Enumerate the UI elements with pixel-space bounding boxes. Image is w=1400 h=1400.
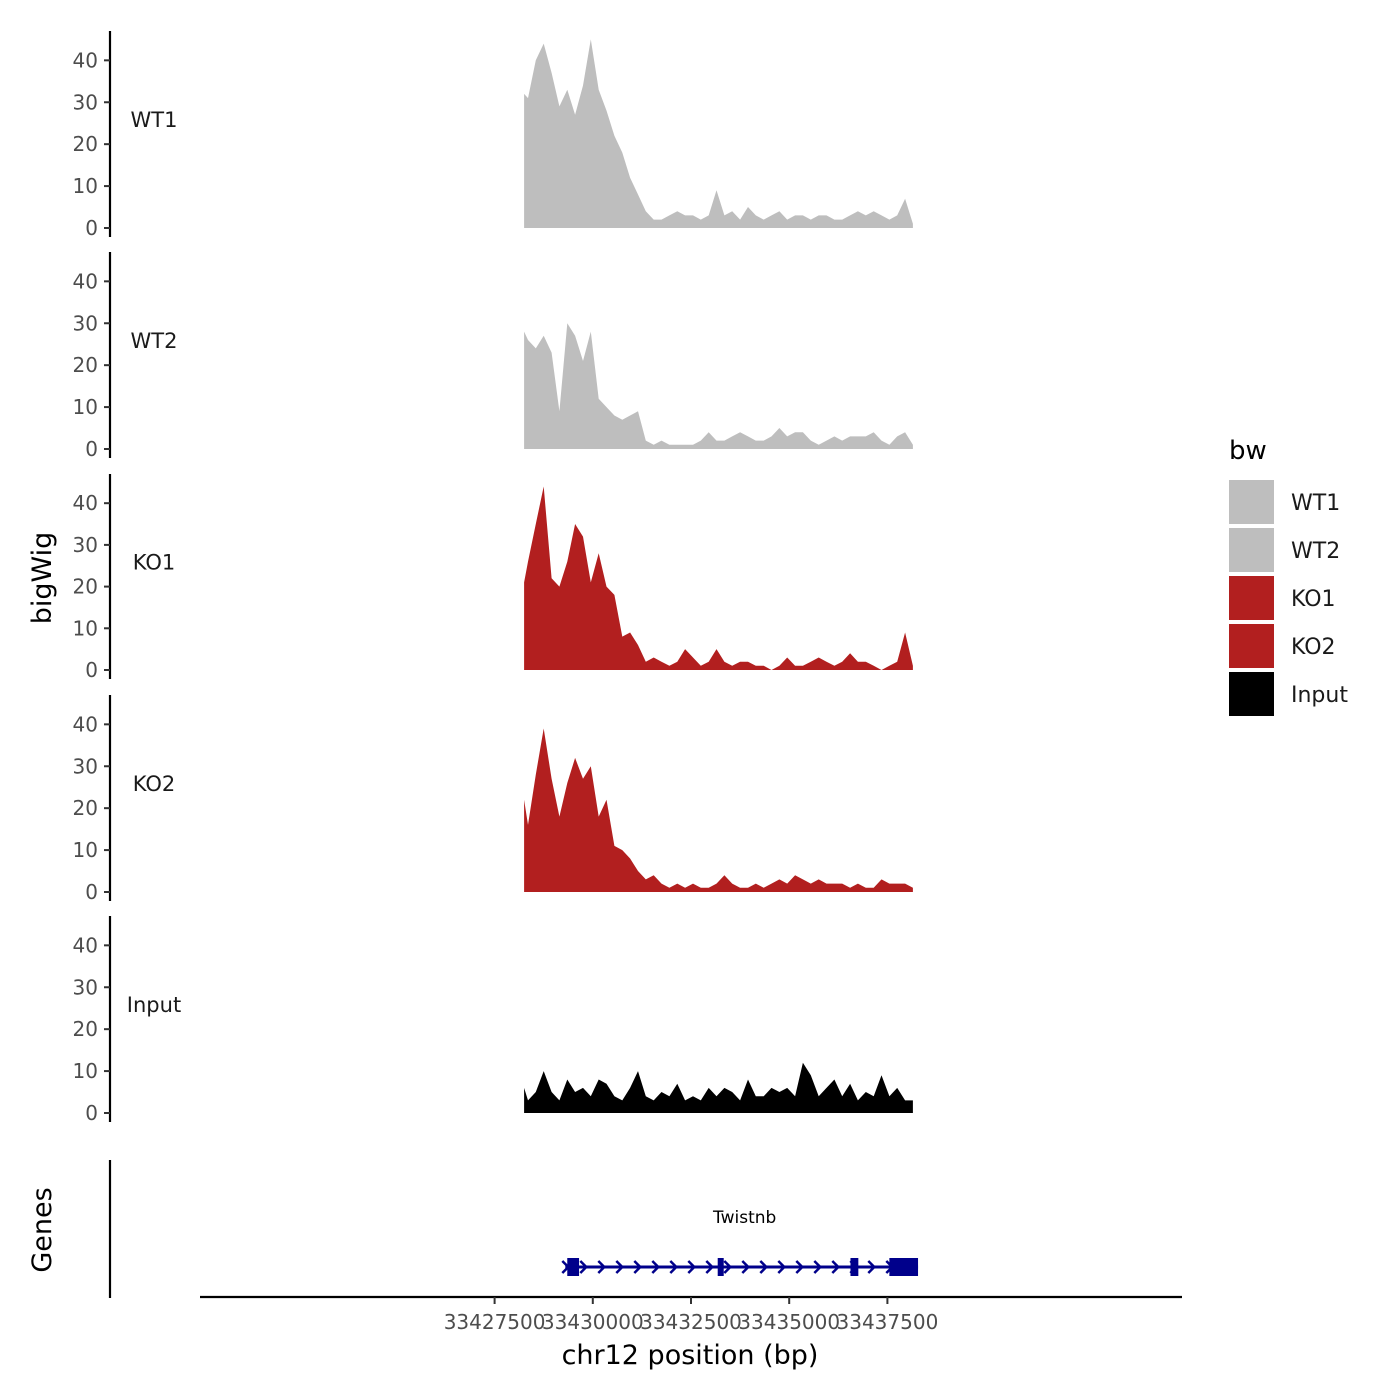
track-label-ko2: KO2 [133, 772, 176, 796]
y-tick-label: 40 [73, 48, 98, 72]
legend-swatch [1229, 672, 1274, 716]
x-axis-title: chr12 position (bp) [562, 1340, 819, 1371]
legend-item-ko2: KO2 [1229, 624, 1336, 668]
gene-exon [717, 1258, 724, 1276]
strand-arrow-icon [669, 1260, 679, 1274]
legend-item-ko1: KO1 [1229, 576, 1336, 620]
x-tick-label: 33430000 [542, 1310, 644, 1334]
legend-swatch [1229, 480, 1274, 524]
gene-exon [567, 1258, 580, 1276]
y-tick-label: 10 [73, 174, 98, 198]
y-tick-label: 20 [73, 1017, 98, 1041]
legend-item-wt2: WT2 [1229, 528, 1340, 572]
y-tick-label: 30 [73, 533, 98, 557]
coverage-area-ko1 [524, 486, 913, 670]
track-panel-ko2: 0 10 20 30 40 KO2 [73, 695, 913, 904]
strand-arrow-icon [597, 1260, 607, 1274]
strand-arrow-icon [705, 1260, 715, 1274]
coverage-area-input [524, 1062, 913, 1113]
legend-label: Input [1291, 683, 1348, 708]
x-tick-label: 33432500 [640, 1310, 742, 1334]
strand-arrow-icon [687, 1260, 697, 1274]
y-axis-title: bigWig [27, 532, 58, 625]
y-tick-label: 30 [73, 311, 98, 335]
strand-arrow-icon [795, 1260, 805, 1274]
gene-exon [889, 1258, 919, 1276]
coverage-area-wt1 [524, 39, 913, 229]
y-tick-label: 40 [73, 269, 98, 293]
strand-arrow-icon [723, 1260, 733, 1274]
gene-name-label: Twistnb [712, 1208, 776, 1228]
y-tick-label: 30 [73, 90, 98, 114]
y-tick-label: 40 [73, 491, 98, 515]
strand-arrow-icon [741, 1260, 751, 1274]
track-panel-input: 0 10 20 30 40 Input [73, 916, 913, 1125]
track-label-wt1: WT1 [131, 108, 178, 132]
legend-item-input: Input [1229, 672, 1348, 716]
y-tick-label: 0 [85, 216, 98, 240]
strand-arrow-icon [867, 1260, 877, 1274]
coverage-area-wt2 [524, 323, 913, 449]
y-tick-label: 0 [85, 880, 98, 904]
y-tick-label: 20 [73, 353, 98, 377]
y-tick-label: 10 [73, 395, 98, 419]
legend-label: WT2 [1291, 539, 1340, 564]
y-tick-label: 0 [85, 437, 98, 461]
coverage-area-ko2 [524, 728, 913, 892]
y-tick-label: 10 [73, 616, 98, 640]
y-tick-label: 30 [73, 754, 98, 778]
legend-swatch [1229, 576, 1274, 620]
x-tick-label: 33427500 [444, 1310, 546, 1334]
legend-title: bw [1229, 436, 1267, 466]
legend: bw WT1 WT2 KO1 KO2 Input [1229, 436, 1348, 716]
strand-arrow-icon [579, 1260, 589, 1274]
y-tick-label: 40 [73, 712, 98, 736]
strand-arrow-icon [831, 1260, 841, 1274]
gene-panel: Twistnb [108, 1160, 919, 1298]
track-label-ko1: KO1 [133, 551, 176, 575]
y-tick-label: 10 [73, 838, 98, 862]
strand-arrow-icon [615, 1260, 625, 1274]
legend-label: WT1 [1291, 491, 1340, 516]
legend-label: KO2 [1291, 635, 1336, 660]
track-label-wt2: WT2 [131, 329, 178, 353]
legend-item-wt1: WT1 [1229, 480, 1340, 524]
y-tick-label: 20 [73, 796, 98, 820]
strand-arrow-icon [813, 1260, 823, 1274]
strand-arrow-icon [777, 1260, 787, 1274]
y-tick-label: 10 [73, 1059, 98, 1083]
legend-swatch [1229, 528, 1274, 572]
strand-arrow-icon [759, 1260, 769, 1274]
track-label-input: Input [127, 993, 181, 1017]
legend-label: KO1 [1291, 587, 1336, 612]
y-tick-label: 20 [73, 575, 98, 599]
gene-exon [850, 1258, 859, 1276]
x-tick-label: 33435000 [738, 1310, 840, 1334]
y-tick-label: 0 [85, 658, 98, 682]
y-tick-label: 20 [73, 132, 98, 156]
genes-panel-title: Genes [27, 1187, 58, 1272]
y-tick-label: 0 [85, 1101, 98, 1125]
gene-twistnb: Twistnb [561, 1208, 919, 1276]
track-panel-wt1: 0 10 20 30 40 WT1 [73, 31, 913, 240]
y-tick-label: 40 [73, 933, 98, 957]
y-tick-label: 30 [73, 975, 98, 999]
tracks-layer: 0 10 20 30 40 WT1 0 10 20 30 40 WT2 0 10 20 30 40 KO1 0 10 2… [73, 31, 913, 1125]
track-panel-ko1: 0 10 20 30 40 KO1 [73, 474, 913, 682]
strand-arrow-icon [651, 1260, 661, 1274]
x-tick-label: 33437500 [837, 1310, 939, 1334]
legend-swatch [1229, 624, 1274, 668]
track-panel-wt2: 0 10 20 30 40 WT2 [73, 252, 913, 461]
strand-arrow-icon [633, 1260, 643, 1274]
